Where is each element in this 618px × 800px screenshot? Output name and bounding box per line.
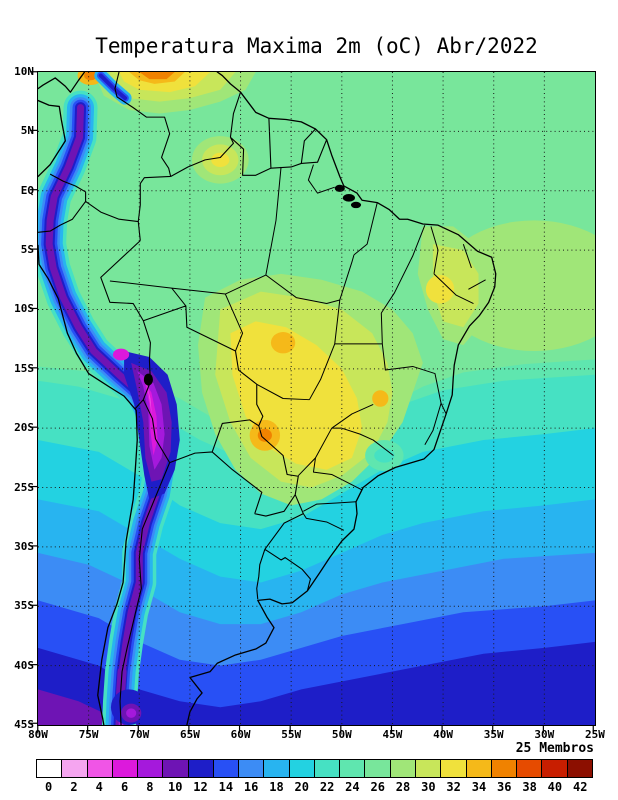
colorbar-tick-label: 8 [146, 780, 154, 794]
lon-tick-label: 75W [78, 728, 99, 741]
lon-tick-label: 70W [129, 728, 150, 741]
lon-tick-label: 40W [433, 728, 454, 741]
colorbar-tick-label: 20 [294, 780, 309, 794]
colorbar-box [212, 759, 240, 778]
colorbar-tick-label: 30 [421, 780, 436, 794]
colorbar-tick-label: 4 [95, 780, 103, 794]
colorbar-tick-label: 10 [167, 780, 183, 794]
colorbar-box [187, 759, 214, 778]
colorbar-box [263, 759, 290, 778]
colorbar-box [566, 759, 593, 778]
colorbar-box [162, 759, 189, 778]
coastlines [38, 72, 496, 725]
colorbar-tick-label: 36 [497, 780, 512, 794]
colorbar-tick-label: 26 [370, 780, 385, 794]
colorbar-tick-label: 38 [522, 780, 537, 794]
colorbar-box [238, 759, 265, 778]
colorbar-box [465, 759, 492, 778]
colorbar-box [414, 759, 442, 778]
colorbar-tick-label: 28 [395, 780, 411, 794]
colorbar-box [541, 759, 568, 778]
colorbar-tick-label: 32 [446, 780, 461, 794]
map-canvas [38, 72, 595, 725]
country-borders [38, 72, 327, 725]
colorbar-tick-label: 16 [243, 780, 259, 794]
lat-tick-label: EQ [20, 183, 34, 197]
lon-tick-label: 55W [281, 728, 302, 741]
lon-tick-label: 60W [230, 728, 251, 741]
lat-tick-label: 20S [14, 421, 34, 435]
amazon-estuary-3 [350, 201, 362, 209]
lat-tick-label: 40S [14, 658, 34, 672]
colorbar-box [36, 759, 63, 778]
colorbar-tick-label: 40 [547, 780, 563, 794]
lon-tick-label: 45W [382, 728, 403, 741]
lat-tick-label: 5N [20, 124, 34, 138]
colorbar-tick-label: 14 [218, 780, 234, 794]
colorbar-box [288, 759, 315, 778]
colorbar-box [61, 759, 88, 778]
lon-tick-label: 50W [331, 728, 352, 741]
colorbar-tick-label: 2 [70, 780, 78, 794]
lon-tick-label: 25W [585, 728, 605, 741]
amazon-estuary-2 [342, 194, 355, 202]
altiplano-cold-core [110, 348, 180, 725]
lon-tick-label: 35W [483, 728, 504, 741]
colorbar-tick-label: 18 [269, 780, 284, 794]
lat-tick-label: 15S [14, 361, 34, 375]
lon-tick-label: 65W [179, 728, 200, 741]
map-plot-area [37, 71, 596, 726]
lon-tick-label: 30W [534, 728, 555, 741]
lat-tick-label: 45S [14, 718, 34, 731]
amazon-estuary-1 [334, 184, 345, 192]
lat-tick-label: 10S [14, 302, 34, 316]
colorbar-tick-label: 34 [471, 780, 487, 794]
lon-tick-label: 80W [28, 728, 48, 741]
colorbar [36, 759, 593, 778]
lat-tick-label: 35S [14, 599, 34, 613]
colorbar-box [440, 759, 467, 778]
colorbar-tick-label: 0 [45, 780, 53, 794]
colorbar-box [490, 759, 518, 778]
lon-axis-ticks [37, 726, 594, 733]
colorbar-box [364, 759, 391, 778]
colorbar-box [516, 759, 543, 778]
colorbar-box [86, 759, 113, 778]
colorbar-tick-label: 22 [319, 780, 335, 794]
lat-tick-label: 25S [14, 480, 34, 494]
ensemble-members-label: 25 Membros [515, 741, 594, 756]
colorbar-box [313, 759, 341, 778]
state-borders [110, 165, 486, 531]
lat-tick-label: 10N [14, 65, 34, 78]
colorbar-box [389, 759, 416, 778]
lat-axis-ticks [30, 71, 37, 724]
colorbar-tick-label: 6 [120, 780, 129, 794]
colorbar-tick-label: 12 [193, 780, 208, 794]
colorbar-tick-label: 24 [345, 780, 360, 794]
lat-tick-label: 5S [20, 243, 34, 257]
colorbar-box [339, 759, 366, 778]
colorbar-box [137, 759, 164, 778]
colorbar-tick-label: 42 [572, 780, 588, 794]
lat-lon-gridlines [38, 72, 595, 725]
colorbar-box [111, 759, 139, 778]
chart-title: Temperatura Maxima 2m (oC) Abr/2022 [95, 34, 538, 58]
colorbar-labels: 0 2 4 6 8 10 12 14 16 18 20 22 24 26 28 30 32 34 36 38 40 42 [36, 780, 593, 794]
lat-tick-label: 30S [14, 539, 34, 553]
